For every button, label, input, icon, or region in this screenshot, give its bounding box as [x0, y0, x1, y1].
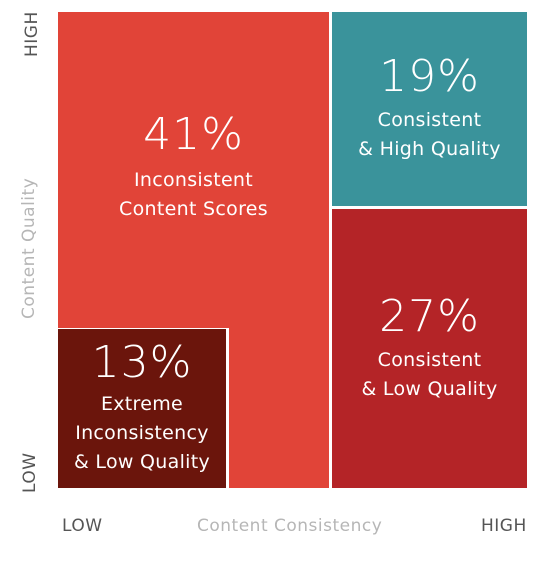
segment-consistent-high-quality: 19% Consistent & High Quality	[332, 12, 527, 206]
segment-percent: 27%	[379, 290, 480, 342]
segment-label: Inconsistent Content Scores	[119, 169, 268, 220]
segment-label: Consistent & Low Quality	[361, 348, 498, 400]
x-tick-low: LOW	[62, 516, 103, 536]
x-tick-high: HIGH	[481, 516, 527, 536]
segment-label: Consistent & High Quality	[358, 109, 501, 160]
segment-label: Extreme Inconsistency & Low Quality	[73, 393, 211, 473]
segment-percent: 13%	[91, 337, 193, 388]
segment-extreme-inconsistency-low-quality: 13% Extreme Inconsistency & Low Quality	[58, 329, 226, 488]
segment-consistent-low-quality: 27% Consistent & Low Quality	[332, 209, 527, 488]
segment-inconsistent-content-scores-lower	[229, 326, 329, 488]
y-tick-high: HIGH	[22, 11, 42, 57]
segment-inconsistent-content-scores: 41% Inconsistent Content Scores	[58, 12, 329, 328]
y-tick-low: LOW	[20, 452, 40, 493]
segment-percent: 41%	[143, 109, 244, 160]
x-axis-title: Content Consistency	[197, 516, 383, 536]
segment-percent: 19%	[379, 51, 480, 102]
y-axis-title: Content Quality	[19, 177, 39, 319]
